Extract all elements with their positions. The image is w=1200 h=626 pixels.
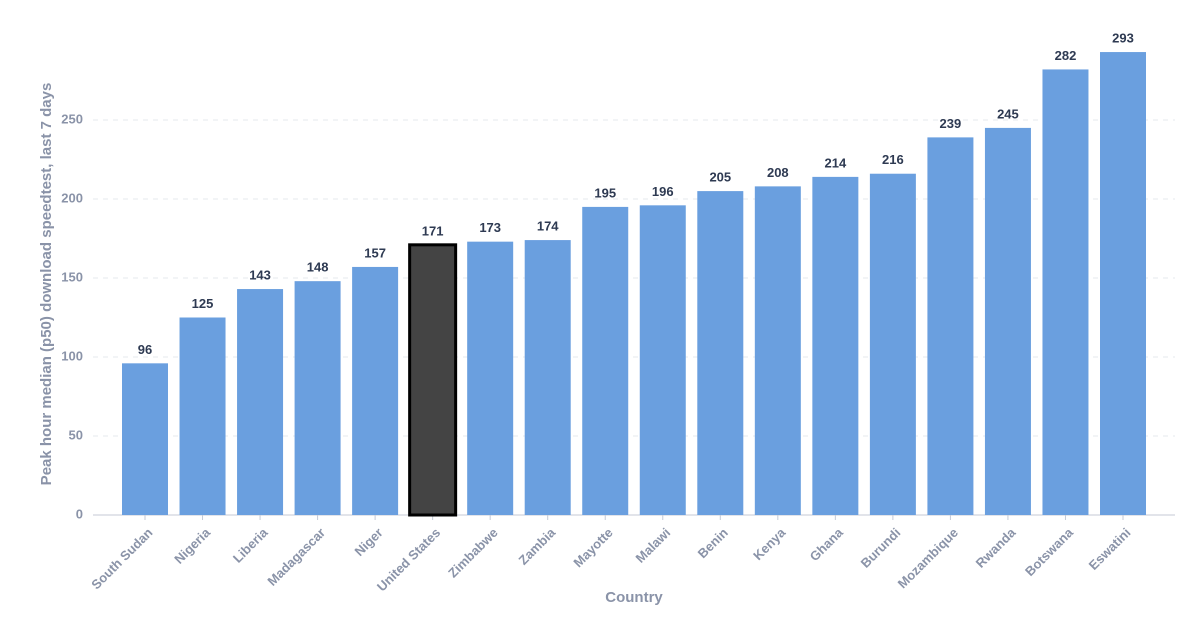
bar [1100, 52, 1146, 516]
bar [524, 240, 571, 515]
value-label: 205 [709, 170, 731, 185]
x-tick-label: Burundi [858, 525, 904, 571]
bar [352, 266, 399, 515]
value-label: 214 [825, 155, 847, 170]
bar [122, 363, 168, 515]
value-label: 174 [537, 219, 559, 234]
y-tick-label: 250 [61, 111, 83, 126]
y-axis-title: Peak hour median (p50) download speedtes… [38, 83, 55, 486]
x-axis-title: Country [605, 589, 663, 606]
bar [294, 281, 341, 515]
x-tick-label: South Sudan [88, 525, 155, 592]
y-tick-label: 50 [69, 427, 83, 442]
x-tick-label: Mayotte [570, 525, 615, 570]
bar [927, 137, 974, 515]
bar [639, 205, 686, 515]
bar [582, 206, 629, 515]
x-tick-label: Nigeria [171, 524, 213, 566]
value-label: 143 [249, 267, 271, 282]
value-label: 195 [594, 185, 616, 200]
value-label: 208 [767, 165, 789, 180]
value-label: 173 [479, 220, 501, 235]
y-tick-label: 0 [76, 506, 83, 521]
value-label: 157 [364, 245, 386, 260]
x-tick-label: Madagascar [264, 525, 328, 589]
x-tick-label: Kenya [750, 524, 789, 563]
value-label: 125 [192, 296, 214, 311]
x-tick-label: Mozambique [895, 525, 961, 591]
y-tick-label: 150 [61, 269, 83, 284]
x-tick-label: Rwanda [973, 524, 1019, 570]
y-tick-label: 100 [61, 348, 83, 363]
x-tick-label: Zimbabwe [445, 525, 501, 581]
bar [467, 241, 514, 515]
x-tick-label: Benin [695, 525, 731, 561]
bar [984, 127, 1031, 516]
x-tick-label: Liberia [230, 524, 271, 565]
x-tick-label: Eswatini [1086, 525, 1134, 573]
bar [179, 317, 226, 515]
value-label: 282 [1055, 48, 1077, 63]
value-label: 196 [652, 184, 674, 199]
x-tick-label: Ghana [807, 524, 847, 564]
value-label: 96 [138, 342, 152, 357]
x-tick-label: Zambia [515, 524, 558, 567]
value-label: 245 [997, 106, 1019, 121]
bar [697, 191, 744, 515]
bar [754, 186, 801, 516]
value-label: 239 [940, 116, 962, 131]
value-label: 171 [422, 223, 444, 238]
x-tick-label: Niger [352, 525, 386, 559]
value-label: 293 [1112, 30, 1134, 45]
bar [869, 173, 916, 515]
x-tick-label: Malawi [633, 525, 674, 566]
bar [408, 243, 458, 517]
bar [812, 176, 859, 515]
bar [237, 289, 284, 515]
value-label: 216 [882, 152, 904, 167]
bar [1042, 69, 1089, 515]
y-tick-label: 200 [61, 190, 83, 205]
value-label: 148 [307, 260, 329, 275]
x-tick-label: Botswana [1022, 524, 1077, 579]
